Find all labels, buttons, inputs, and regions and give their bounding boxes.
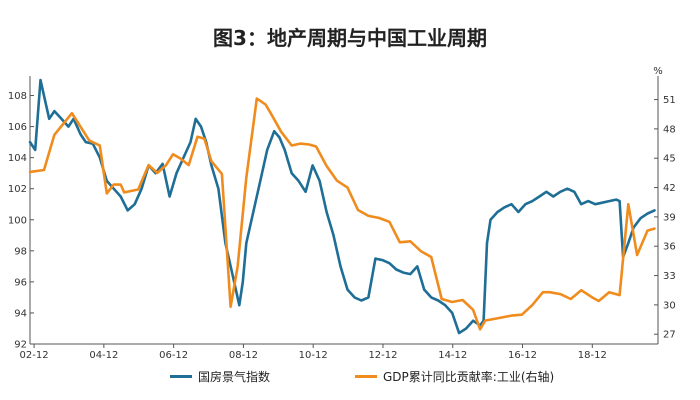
- legend-swatch-housing-index: [170, 375, 192, 378]
- y-left-tick-label: 108: [8, 91, 27, 102]
- y-right-tick-label: 48: [663, 124, 676, 135]
- y-right-unit-label: %: [653, 66, 663, 77]
- y-left-tick-label: 102: [8, 184, 27, 195]
- y-left-tick-label: 94: [14, 308, 27, 319]
- x-tick-label: 04-12: [89, 350, 118, 361]
- y-right-tick-label: 45: [663, 154, 676, 165]
- x-tick-label: 08-12: [229, 350, 258, 361]
- legend-label-gdp-industry: GDP累计同比贡献率:工业(右轴): [383, 370, 555, 384]
- x-tick-label: 14-12: [438, 350, 467, 361]
- x-tick-label: 06-12: [159, 350, 188, 361]
- legend-item-housing-index: 国房景气指数: [170, 368, 270, 385]
- x-tick-label: 10-12: [299, 350, 328, 361]
- legend-item-gdp-industry: GDP累计同比贡献率:工业(右轴): [355, 368, 554, 385]
- y-right-tick-label: 36: [663, 242, 676, 253]
- legend-swatch-gdp-industry: [355, 375, 377, 378]
- y-left-tick-label: 104: [8, 153, 27, 164]
- y-right-tick-label: 39: [663, 212, 676, 223]
- y-left-tick-label: 106: [8, 122, 27, 133]
- y-right-tick-label: 42: [663, 183, 676, 194]
- series-line-housing-index: [28, 78, 656, 335]
- series-line-gdp-industry: [28, 97, 656, 331]
- legend-label-housing-index: 国房景气指数: [198, 370, 271, 384]
- x-tick-label: 16-12: [508, 350, 537, 361]
- x-tick-label: 12-12: [368, 350, 397, 361]
- y-right-tick-label: 33: [663, 271, 676, 282]
- y-right-tick-label: 51: [663, 95, 676, 106]
- axes: 92 94 96 98 100 102 104 106 108 27 30 33 36 39 42 45 48 5…: [8, 66, 676, 361]
- x-tick-label: 02-12: [20, 350, 49, 361]
- chart-title: 图3：地产周期与中国工业周期: [213, 26, 487, 50]
- y-left-tick-label: 98: [14, 246, 27, 257]
- y-right-tick-label: 27: [663, 330, 676, 341]
- y-left-tick-label: 96: [14, 277, 27, 288]
- series-lines: [28, 78, 656, 335]
- y-left-tick-label: 92: [14, 340, 27, 351]
- y-right-tick-label: 30: [663, 300, 676, 311]
- x-tick-label: 18-12: [578, 350, 607, 361]
- y-left-tick-label: 100: [8, 215, 27, 226]
